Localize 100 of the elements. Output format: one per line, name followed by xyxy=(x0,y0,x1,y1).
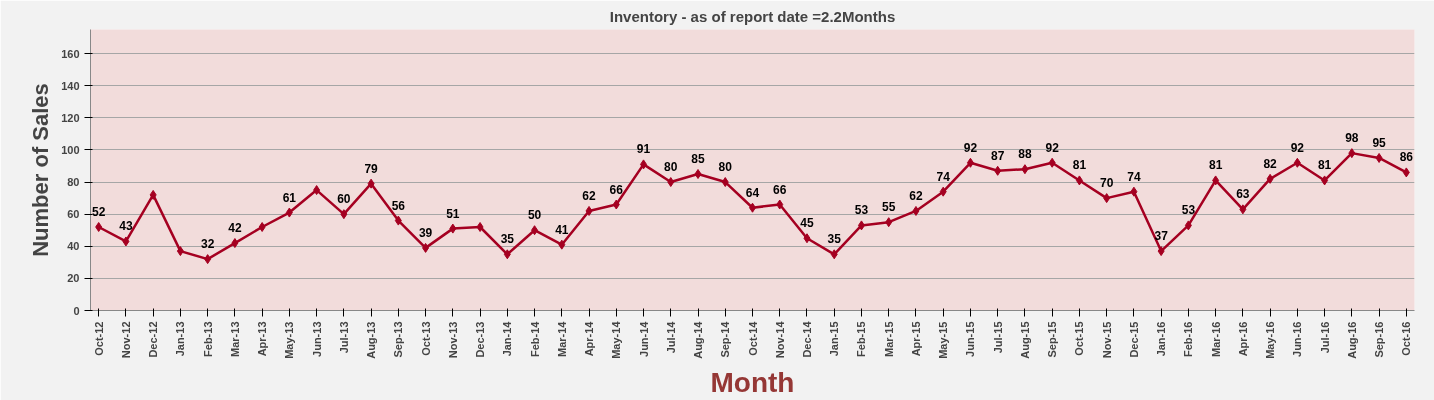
x-tick-label: Jan-13 xyxy=(174,321,187,357)
data-label: 60 xyxy=(337,192,351,207)
data-label: 32 xyxy=(200,237,215,252)
x-tick-label: Feb-16 xyxy=(1182,321,1195,357)
point xyxy=(1021,164,1029,175)
point xyxy=(776,199,784,210)
data-label: 66 xyxy=(773,182,787,197)
point xyxy=(313,185,321,196)
data-label: 37 xyxy=(1154,229,1169,244)
x-tick-label: Oct-12 xyxy=(92,321,105,356)
y-tick-label: 20 xyxy=(67,272,80,285)
point xyxy=(994,165,1002,176)
x-tick-label: Jul-15 xyxy=(991,321,1004,354)
x-tick-label: Jun-16 xyxy=(1291,321,1304,357)
data-label: 43 xyxy=(119,219,133,234)
point xyxy=(558,239,566,250)
y-tick-label: 100 xyxy=(61,143,80,156)
point xyxy=(721,177,729,188)
data-label: 53 xyxy=(854,203,869,218)
x-tick-label: Sep-16 xyxy=(1373,321,1386,358)
point xyxy=(1075,175,1083,186)
point xyxy=(885,217,893,228)
x-tick-label: Feb-14 xyxy=(528,320,541,357)
data-label: 62 xyxy=(909,188,923,203)
point xyxy=(1103,193,1111,204)
x-tick-label: Sep-15 xyxy=(1046,321,1059,358)
point xyxy=(476,222,484,232)
x-tick-label: May-13 xyxy=(283,321,296,359)
point xyxy=(122,236,130,247)
data-label: 81 xyxy=(1072,158,1087,173)
point xyxy=(258,222,266,232)
point xyxy=(531,225,539,236)
x-tick-label: Jan-16 xyxy=(1155,321,1168,357)
point xyxy=(285,207,293,218)
y-tick-label: 60 xyxy=(67,208,80,221)
data-label: 35 xyxy=(827,232,842,247)
x-tick-label: Oct-16 xyxy=(1400,321,1413,356)
data-label: 39 xyxy=(418,225,433,240)
x-tick-label: Dec-14 xyxy=(800,320,813,358)
point xyxy=(1293,157,1301,168)
data-label: 50 xyxy=(527,208,542,223)
data-label: 81 xyxy=(1208,158,1223,173)
x-tick-label: Mar-13 xyxy=(228,321,241,357)
data-label: 64 xyxy=(745,185,760,200)
x-tick-label: Nov-14 xyxy=(773,320,786,359)
x-tick-label: Jun-14 xyxy=(637,320,650,357)
x-tick-label: Oct-13 xyxy=(419,321,432,356)
data-label: 79 xyxy=(364,161,379,176)
point xyxy=(694,169,702,180)
point xyxy=(449,223,457,234)
point xyxy=(1048,157,1056,168)
x-tick-label: Aug-16 xyxy=(1345,321,1358,359)
x-tick-label: Dec-13 xyxy=(474,321,487,358)
x-tick-label: Feb-13 xyxy=(201,321,214,357)
data-label: 51 xyxy=(446,206,460,221)
data-label: 74 xyxy=(936,169,951,184)
point xyxy=(231,238,239,249)
x-tick-label: Jul-14 xyxy=(664,320,677,354)
point xyxy=(612,199,620,210)
point xyxy=(667,177,675,188)
x-tick-label: Aug-15 xyxy=(1018,321,1031,359)
x-tick-label: Apr-16 xyxy=(1236,321,1249,357)
data-label: 66 xyxy=(609,182,624,197)
y-axis-title: Number of Sales xyxy=(28,83,54,257)
x-tick-label: Sep-13 xyxy=(392,321,405,358)
data-label: 87 xyxy=(991,148,1005,163)
x-tick-label: Dec-15 xyxy=(1127,321,1140,358)
y-tick-label: 140 xyxy=(61,79,80,92)
point xyxy=(340,209,348,220)
data-label: 92 xyxy=(1045,140,1060,155)
point xyxy=(422,242,430,253)
point xyxy=(1321,175,1329,186)
point xyxy=(149,189,157,200)
data-label: 35 xyxy=(500,232,515,247)
x-tick-label: May-16 xyxy=(1264,321,1277,359)
point xyxy=(204,254,212,265)
x-tick-label: Jun-15 xyxy=(964,321,977,357)
x-tick-label: Apr-15 xyxy=(909,321,922,357)
point xyxy=(1212,175,1220,186)
data-label: 41 xyxy=(555,222,569,237)
data-label: 74 xyxy=(1127,169,1141,184)
point xyxy=(176,246,184,257)
point xyxy=(1239,204,1247,215)
y-tick-label: 120 xyxy=(61,111,80,124)
point xyxy=(585,205,593,216)
y-tick-label: 0 xyxy=(73,304,80,317)
data-label: 88 xyxy=(1018,147,1032,162)
data-label: 70 xyxy=(1099,176,1114,191)
y-tick-label: 80 xyxy=(67,176,80,189)
data-label: 91 xyxy=(636,142,651,157)
x-tick-label: Oct-15 xyxy=(1073,321,1086,356)
x-tick-label: Aug-13 xyxy=(365,321,378,359)
point xyxy=(1157,246,1165,257)
point xyxy=(1348,148,1356,159)
point xyxy=(394,215,402,226)
point xyxy=(966,157,974,168)
point xyxy=(1375,152,1383,163)
x-tick-label: Mar-15 xyxy=(882,321,895,357)
x-tick-label: Jan-14 xyxy=(501,320,514,357)
y-tick-label: 160 xyxy=(61,47,80,60)
